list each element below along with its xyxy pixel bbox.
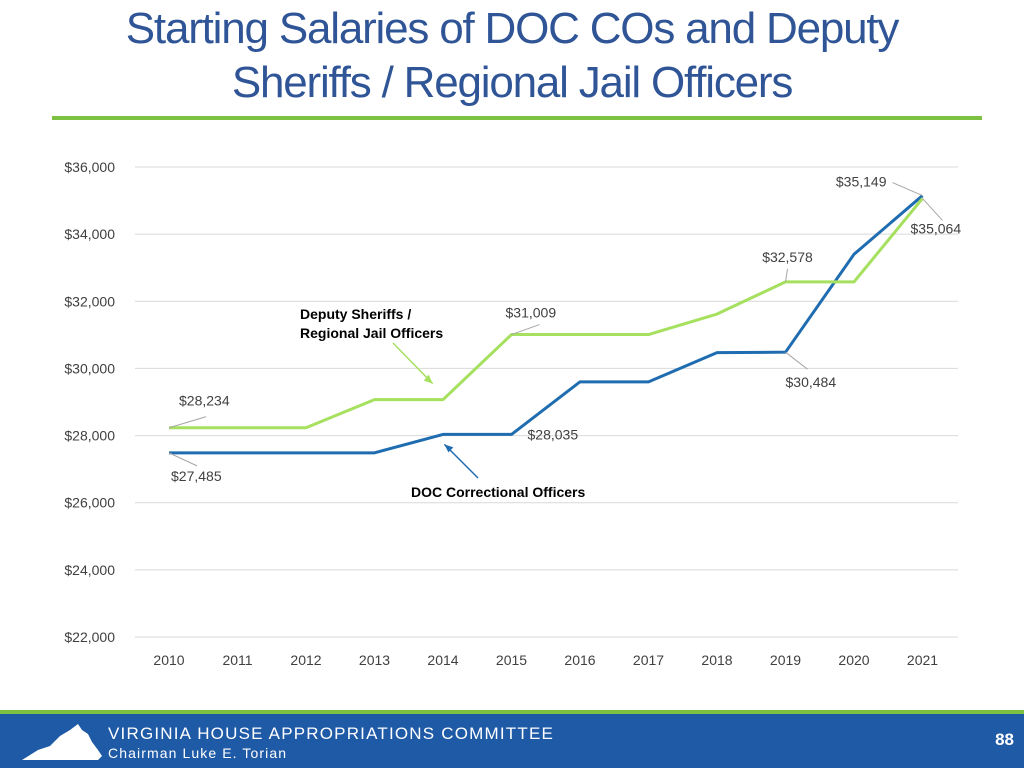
data-label: $32,578 xyxy=(762,249,813,265)
data-label: $35,149 xyxy=(836,174,887,190)
y-tick-label: $22,000 xyxy=(64,629,115,645)
salary-line-chart: $22,000 $24,000 $26,000 $28,000 $30,000 $32,0… xyxy=(64,159,962,668)
y-tick-label: $34,000 xyxy=(64,226,115,242)
y-tick-label: $24,000 xyxy=(64,562,115,578)
x-tick-label: 2021 xyxy=(907,652,938,668)
slide-title: Starting Salaries of DOC COs and Deputy … xyxy=(0,2,1024,110)
slide-title-line-1: Starting Salaries of DOC COs and Deputy xyxy=(125,4,900,53)
data-label: $27,485 xyxy=(171,468,222,484)
footer-divider xyxy=(0,710,1024,714)
page-number: 88 xyxy=(995,730,1014,749)
committee-name: VIRGINIA HOUSE APPROPRIATIONS COMMITTEE xyxy=(108,724,555,743)
x-tick-label: 2014 xyxy=(427,652,458,668)
data-label: $28,035 xyxy=(528,426,579,442)
data-label: $31,009 xyxy=(506,305,557,321)
x-tick-label: 2010 xyxy=(153,652,184,668)
doc-correctional-officers-line xyxy=(169,194,924,455)
data-label-leader xyxy=(892,182,923,197)
title-divider xyxy=(52,116,982,120)
data-label-leader xyxy=(785,268,788,282)
annotation-deputy-sheriffs: Regional Jail Officers xyxy=(300,325,443,341)
data-label-leader xyxy=(785,351,808,370)
annotation-arrowhead-deputy-sheriffs xyxy=(423,374,433,384)
data-label-leader xyxy=(168,416,207,429)
y-tick-label: $36,000 xyxy=(64,159,115,175)
annotation-doc-correctional-officers: DOC Correctional Officers xyxy=(411,484,585,500)
data-label: $30,484 xyxy=(786,374,837,390)
x-tick-label: 2011 xyxy=(222,652,252,668)
virginia-state-outline-icon xyxy=(22,724,102,760)
footer-bar: VIRGINIA HOUSE APPROPRIATIONS COMMITTEE … xyxy=(0,714,1024,768)
y-tick-label: $26,000 xyxy=(64,495,115,511)
x-tick-label: 2013 xyxy=(359,652,390,668)
slide-title-line-2: Sheriffs / Regional Jail Officers xyxy=(231,58,794,107)
data-label-leader xyxy=(922,198,943,221)
y-tick-label: $28,000 xyxy=(64,428,115,444)
y-tick-label: $30,000 xyxy=(64,360,115,376)
data-label-leader xyxy=(511,324,540,336)
x-tick-label: 2020 xyxy=(838,652,869,668)
committee-chairman: Chairman Luke E. Torian xyxy=(108,745,288,761)
x-tick-label: 2015 xyxy=(496,652,527,668)
y-tick-label: $32,000 xyxy=(64,293,115,309)
deputy-sheriffs-line xyxy=(169,197,924,430)
data-label: $35,064 xyxy=(911,220,962,236)
x-tick-label: 2012 xyxy=(290,652,321,668)
x-tick-label: 2018 xyxy=(701,652,732,668)
annotation-deputy-sheriffs: Deputy Sheriffs / xyxy=(300,306,411,322)
annotation-arrowhead-doc-correctional-officers xyxy=(444,444,454,453)
x-tick-label: 2017 xyxy=(633,652,664,668)
x-tick-label: 2019 xyxy=(770,652,801,668)
x-tick-label: 2016 xyxy=(564,652,595,668)
data-label-leader xyxy=(168,452,198,467)
data-label: $28,234 xyxy=(179,393,230,409)
annotation-arrow-deputy-sheriffs xyxy=(392,342,434,385)
